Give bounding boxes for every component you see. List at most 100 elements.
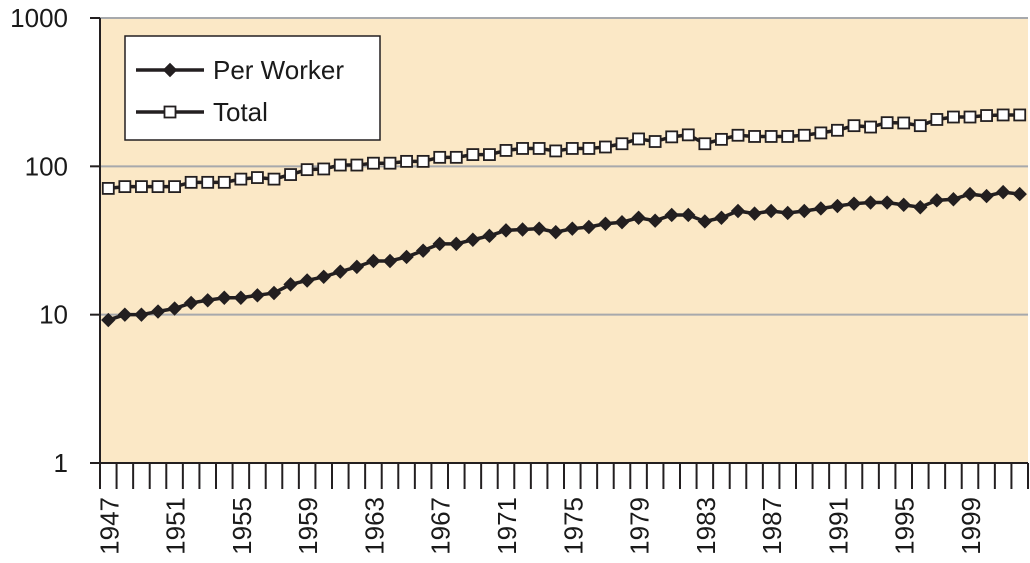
data-point	[415, 243, 431, 258]
data-point	[367, 156, 380, 170]
data-point	[730, 203, 746, 219]
data-point	[183, 295, 199, 311]
x-tick-label: 1995	[890, 497, 920, 555]
data-point	[929, 193, 945, 208]
data-point	[465, 232, 481, 247]
data-point	[780, 205, 795, 221]
data-point	[681, 207, 696, 223]
y-tick-label: 1000	[10, 3, 68, 33]
x-tick-label: 1963	[359, 497, 389, 555]
series-per-worker	[101, 184, 1027, 328]
data-point	[168, 180, 181, 194]
data-point	[748, 130, 761, 143]
data-point	[333, 264, 348, 279]
data-point	[118, 180, 132, 194]
data-point	[946, 192, 961, 207]
data-point	[714, 210, 729, 225]
legend-marker	[162, 62, 178, 78]
data-point	[963, 110, 977, 124]
data-point	[846, 196, 862, 211]
data-point	[863, 195, 878, 210]
x-tick-label: 1999	[956, 497, 986, 555]
data-point	[134, 307, 149, 322]
data-point	[167, 301, 182, 316]
x-tick-label: 1955	[227, 497, 257, 555]
data-point	[1012, 186, 1027, 202]
data-point	[117, 307, 133, 322]
data-point	[698, 137, 712, 151]
x-tick-label: 1959	[293, 497, 323, 555]
data-point	[283, 277, 298, 292]
data-point	[150, 304, 166, 319]
data-point	[697, 214, 713, 229]
data-point	[897, 116, 911, 130]
data-point	[201, 175, 215, 189]
data-point	[549, 144, 563, 158]
data-point	[913, 200, 928, 215]
data-point	[598, 216, 613, 231]
data-point	[101, 181, 115, 195]
data-point	[317, 162, 331, 176]
data-point	[284, 168, 297, 181]
data-point	[632, 132, 645, 146]
data-point	[864, 120, 877, 134]
data-point	[300, 163, 314, 177]
data-point	[813, 201, 829, 216]
data-point	[763, 203, 779, 219]
data-point	[399, 249, 414, 265]
data-point	[747, 206, 762, 221]
data-point	[233, 290, 249, 305]
x-tick-label: 1971	[492, 497, 522, 555]
data-point	[582, 142, 596, 155]
data-point	[433, 150, 447, 164]
data-point	[250, 288, 265, 303]
data-point	[565, 221, 580, 236]
data-point	[715, 132, 728, 146]
data-point	[581, 219, 597, 235]
x-tick-label: 1979	[625, 497, 655, 555]
legend-marker	[163, 105, 177, 119]
data-point	[962, 186, 978, 202]
data-point	[995, 184, 1011, 200]
data-point	[466, 148, 480, 161]
data-point	[980, 109, 993, 122]
data-point	[482, 228, 497, 244]
data-point	[383, 156, 397, 170]
data-point	[847, 119, 861, 133]
data-point	[200, 293, 215, 308]
data-point	[217, 290, 232, 305]
y-tick-label: 100	[25, 151, 68, 181]
data-point	[366, 253, 381, 269]
data-point	[764, 130, 778, 143]
data-point	[266, 285, 282, 301]
data-point	[665, 130, 679, 144]
x-tick-label: 1975	[558, 497, 588, 555]
data-point	[184, 175, 198, 189]
data-point	[880, 116, 894, 130]
legend-label: Total	[213, 97, 268, 127]
data-point	[979, 188, 994, 204]
data-point	[996, 108, 1010, 122]
data-point	[532, 142, 546, 155]
data-point	[664, 207, 679, 223]
data-point	[516, 142, 529, 155]
data-point	[483, 148, 496, 161]
data-point	[781, 130, 795, 143]
data-point	[830, 198, 845, 214]
data-point	[217, 175, 231, 189]
data-point	[879, 195, 895, 210]
data-point	[349, 259, 365, 275]
y-tick-label: 10	[39, 300, 68, 330]
data-point	[498, 223, 514, 238]
data-point	[151, 180, 165, 194]
data-point	[930, 113, 944, 126]
legend-label: Per Worker	[213, 55, 344, 85]
x-tick-label: 1967	[426, 497, 456, 555]
data-point	[382, 253, 398, 269]
data-point	[333, 158, 347, 172]
data-point	[631, 210, 646, 225]
data-point	[234, 172, 248, 186]
data-point	[599, 140, 612, 154]
data-point	[814, 126, 828, 140]
